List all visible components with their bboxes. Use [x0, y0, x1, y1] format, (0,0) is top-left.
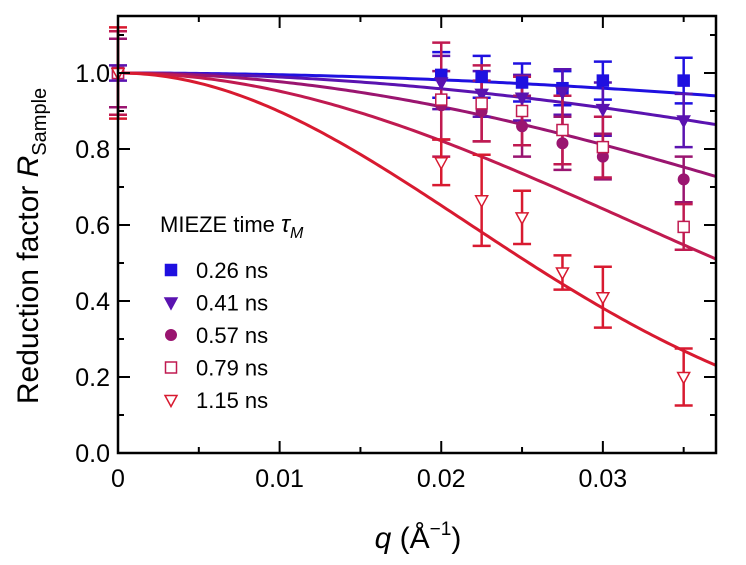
data-points — [110, 66, 691, 386]
data-point — [474, 195, 489, 209]
data-point — [475, 97, 488, 110]
y-tick-label: 0.4 — [75, 288, 110, 316]
x-tick-label: 0 — [111, 465, 125, 493]
data-point — [596, 74, 610, 87]
fit-curve-2 — [118, 71, 717, 127]
data-point — [433, 77, 449, 91]
data-point — [596, 140, 610, 154]
legend-title: MIEZE time τM — [160, 211, 304, 242]
data-point — [516, 120, 529, 133]
data-point — [514, 212, 530, 226]
legend-label-3: 0.57 ns — [196, 323, 268, 348]
legend-marker-3 — [165, 329, 177, 341]
data-point — [677, 220, 690, 234]
data-point — [515, 76, 529, 89]
data-point — [595, 291, 611, 306]
x-tick-label: 0.02 — [417, 465, 466, 493]
y-tick-label: 0.2 — [75, 364, 110, 392]
legend-marker-1 — [164, 263, 178, 277]
fit-curves — [117, 71, 717, 367]
fit-curve-4 — [117, 71, 717, 261]
fit-curve-3 — [118, 71, 717, 178]
legend-label-5: 1.15 ns — [196, 388, 268, 413]
legend-marker-2 — [163, 297, 179, 311]
legend-label-4: 0.79 ns — [196, 356, 268, 381]
data-point — [556, 137, 569, 150]
fit-curve-5 — [117, 71, 717, 367]
data-point — [434, 93, 448, 106]
data-point — [515, 104, 529, 118]
y-axis-title: Reduction factor RSample — [12, 88, 51, 404]
data-point — [514, 92, 530, 106]
legend-label-2: 0.41 ns — [196, 291, 268, 316]
legend-marker-4 — [164, 361, 178, 374]
data-point — [676, 115, 691, 129]
data-point — [555, 86, 570, 101]
data-point — [595, 103, 611, 118]
data-point — [677, 74, 690, 87]
data-point — [433, 157, 449, 171]
legend-label-1: 0.26 ns — [196, 258, 268, 283]
y-tick-label: 0.8 — [75, 136, 110, 164]
y-tick-label: 1.0 — [75, 60, 110, 88]
y-tick-label: 0.0 — [75, 440, 110, 468]
y-tick-label: 0.6 — [75, 212, 110, 240]
legend: MIEZE time τM 0.26 ns 0.41 ns 0.57 ns 0.79 … — [160, 211, 304, 413]
legend-marker-5 — [163, 394, 179, 409]
data-point — [676, 371, 691, 386]
axes: 0 0.01 0.02 0.03 0.0 0.2 0.4 0.6 0.8 1.0 — [75, 14, 718, 493]
data-point — [474, 88, 489, 102]
x-tick-label: 0.03 — [579, 465, 628, 493]
data-point — [556, 123, 569, 137]
data-point — [555, 267, 570, 281]
x-axis-title: q (Å−1) — [375, 519, 462, 555]
x-tick-label: 0.01 — [255, 465, 304, 493]
data-point — [475, 70, 488, 84]
plot-frame — [116, 14, 718, 455]
data-point — [677, 173, 690, 186]
